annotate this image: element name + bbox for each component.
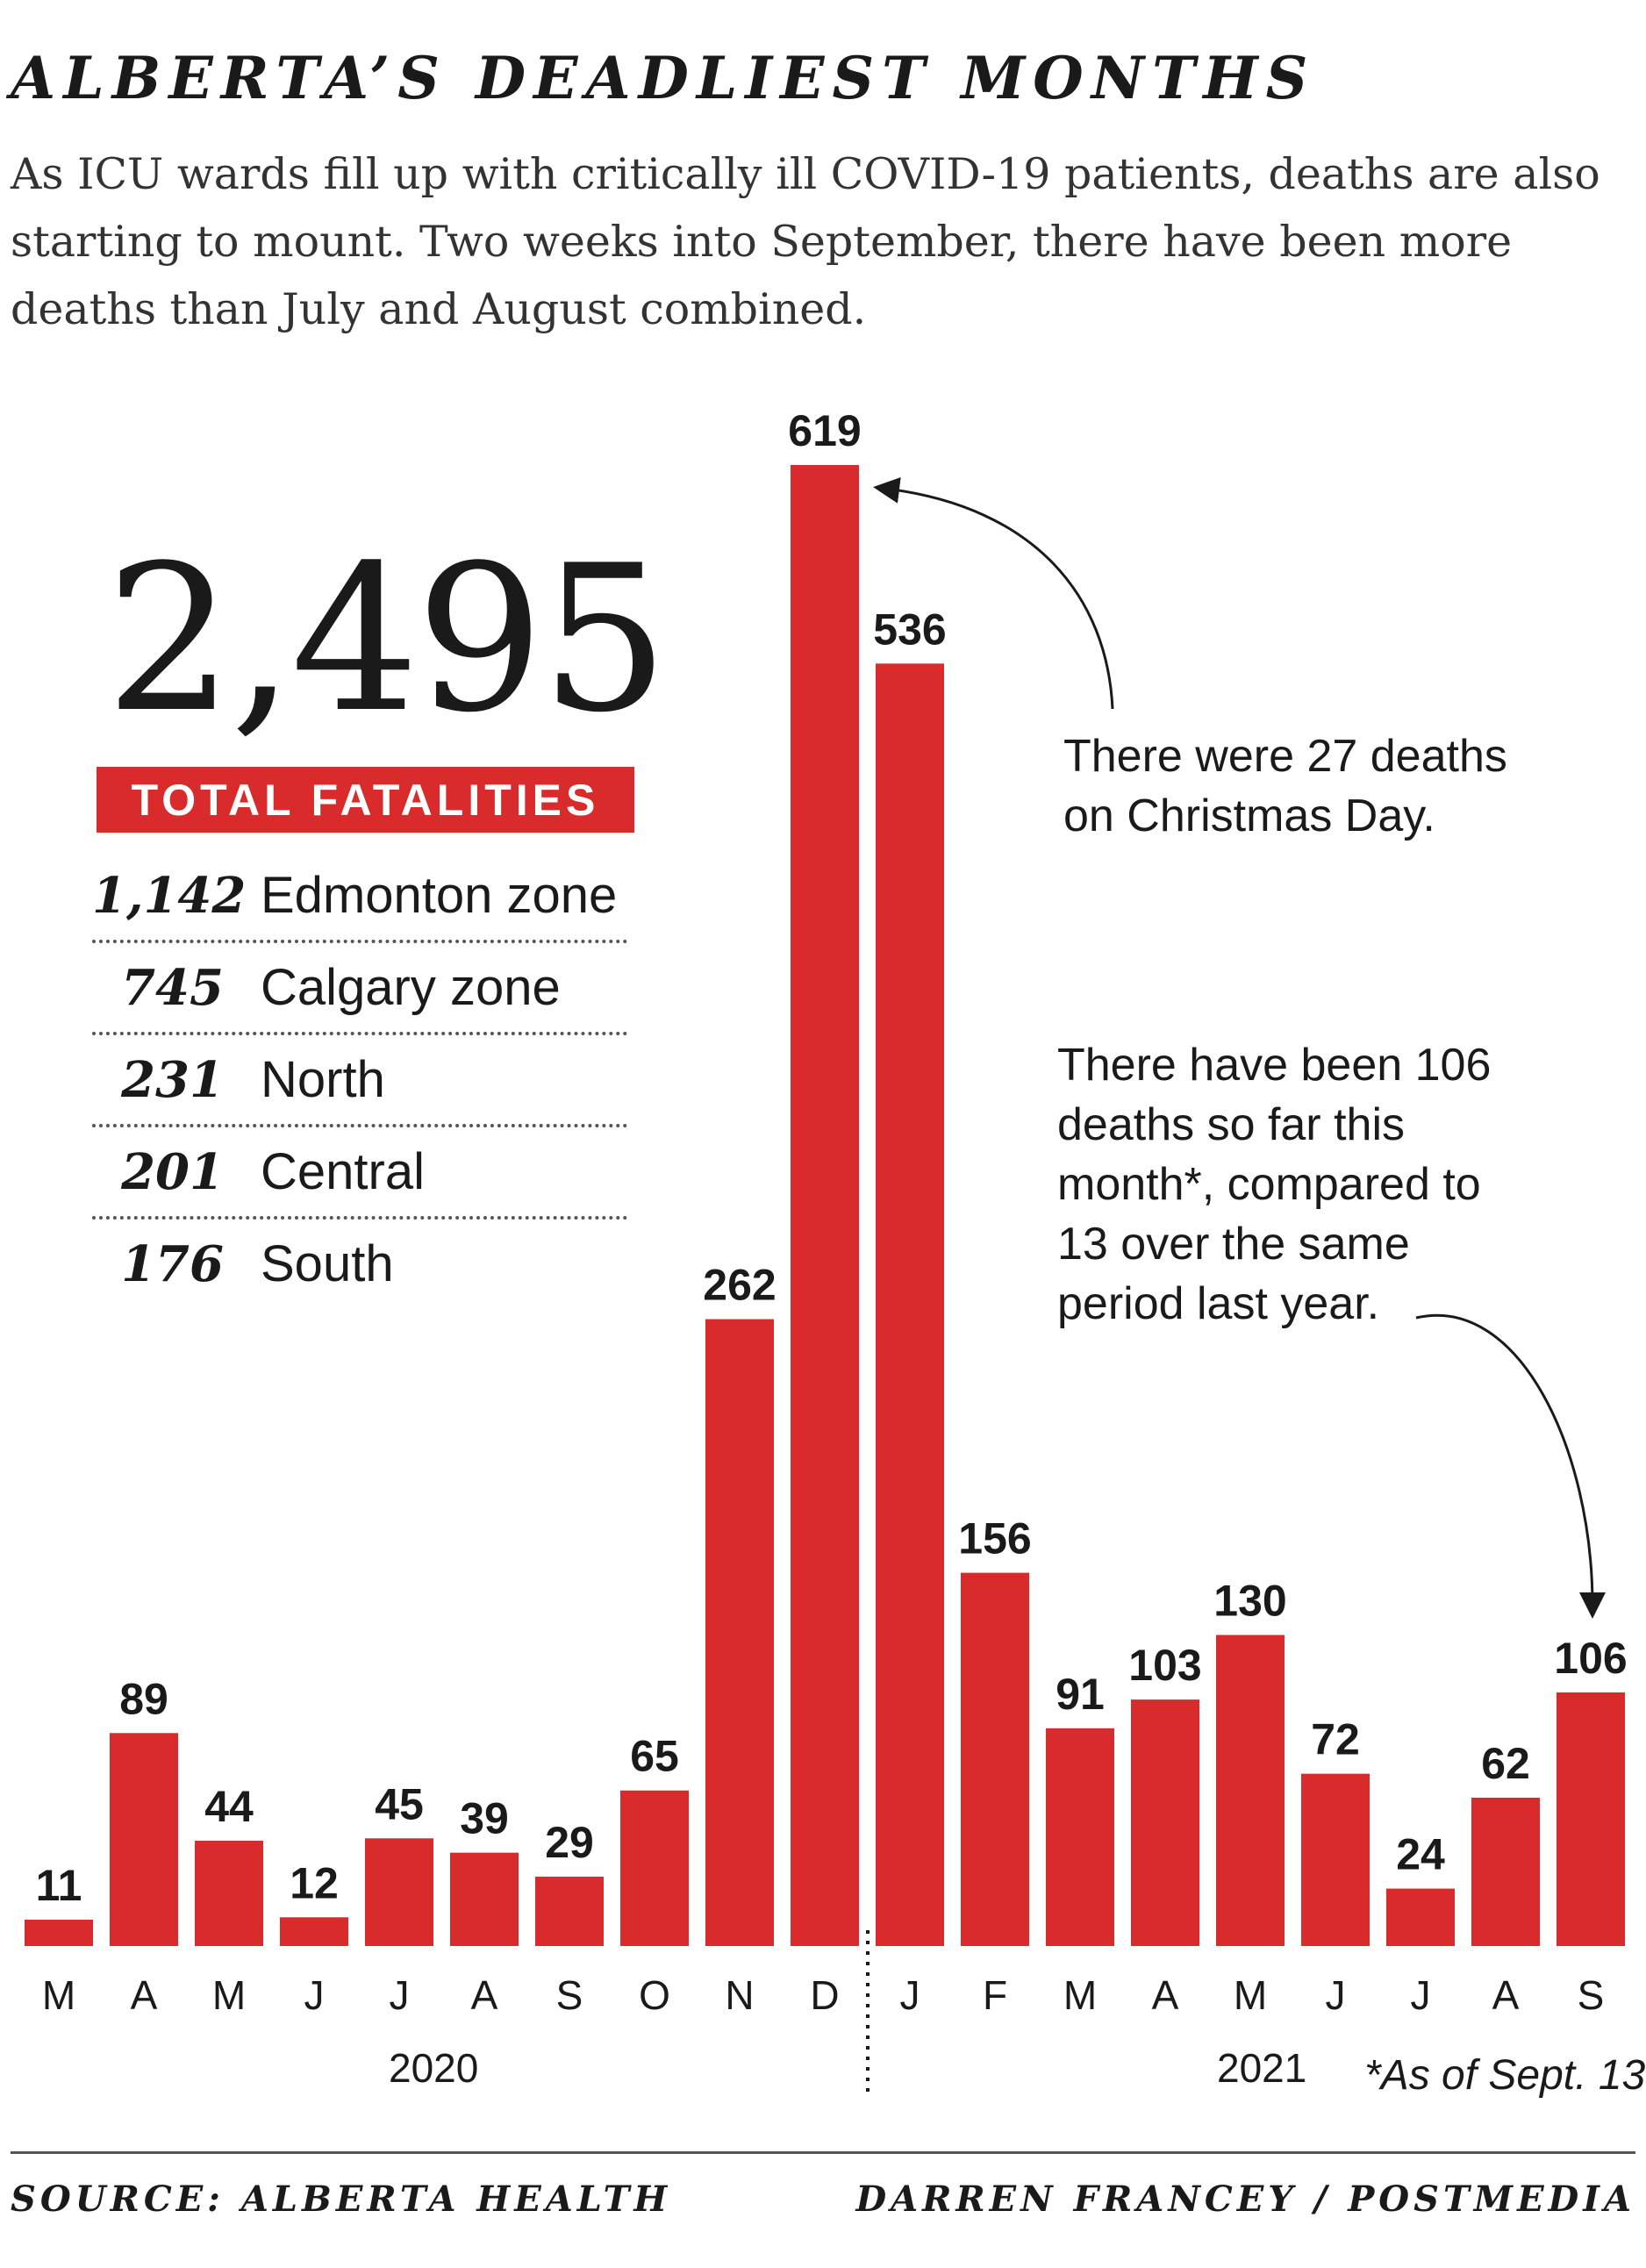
bar bbox=[25, 1920, 93, 1946]
bar bbox=[1386, 1888, 1455, 1946]
zone-row-north: 231 North bbox=[92, 1035, 627, 1127]
bar bbox=[1471, 1797, 1540, 1946]
month-tick-label: J bbox=[304, 1972, 325, 2018]
month-tick-label: M bbox=[1063, 1972, 1097, 2018]
bar-value-label: 62 bbox=[1481, 1739, 1530, 1788]
zone-name: Central bbox=[261, 1143, 425, 1200]
bar bbox=[450, 1852, 519, 1946]
zone-name: South bbox=[261, 1235, 394, 1292]
bar-value-label: 29 bbox=[545, 1818, 594, 1867]
zone-row-central: 201 Central bbox=[92, 1127, 627, 1220]
month-tick-label: A bbox=[131, 1972, 158, 2018]
month-tick-label: J bbox=[390, 1972, 410, 2018]
chart-subtitle: As ICU wards fill up with critically ill… bbox=[11, 149, 1600, 334]
bar-value-label: 45 bbox=[375, 1779, 424, 1828]
bar bbox=[365, 1838, 433, 1946]
bar-value-label: 11 bbox=[36, 1861, 82, 1910]
year-label-2020: 2020 bbox=[389, 2045, 479, 2091]
bar-value-label: 89 bbox=[119, 1674, 168, 1723]
month-tick-label: F bbox=[983, 1972, 1007, 2018]
bar bbox=[961, 1572, 1029, 1946]
bar bbox=[1216, 1635, 1285, 1946]
bar-value-label: 39 bbox=[460, 1794, 509, 1843]
zone-count: 201 bbox=[121, 1142, 224, 1201]
month-tick-label: O bbox=[639, 1972, 670, 2018]
month-tick-label: M bbox=[1234, 1972, 1267, 2018]
bar-value-label: 24 bbox=[1396, 1830, 1445, 1879]
month-tick-label: S bbox=[556, 1972, 583, 2018]
bar bbox=[1131, 1699, 1199, 1946]
zone-name: Edmonton zone bbox=[261, 867, 618, 924]
zone-row-south: 176 South bbox=[92, 1220, 627, 1308]
bar-value-label: 106 bbox=[1554, 1634, 1627, 1683]
september-arrow bbox=[1415, 1313, 1606, 1619]
footnote: *As of Sept. 13 bbox=[1364, 2052, 1646, 2099]
month-tick-label: S bbox=[1578, 1972, 1605, 2018]
footer-divider bbox=[11, 2151, 1635, 2154]
zone-name: North bbox=[261, 1051, 385, 1108]
chart-title: ALBERTA’S DEADLIEST MONTHS bbox=[11, 44, 1316, 112]
zone-count: 176 bbox=[121, 1234, 224, 1293]
month-tick-label: M bbox=[42, 1972, 75, 2018]
bar bbox=[705, 1319, 774, 1946]
bar bbox=[791, 465, 859, 1946]
zone-breakdown-list: 1,142 Edmonton zone 745 Calgary zone 231… bbox=[92, 851, 627, 1308]
month-tick-label: M bbox=[212, 1972, 246, 2018]
september-annotation: There have been 106 deaths so far this m… bbox=[1057, 1040, 1492, 1329]
bar bbox=[876, 663, 944, 1946]
author-credit: DARREN FRANCEY / POSTMEDIA bbox=[855, 2179, 1635, 2220]
zone-row-edmonton: 1,142 Edmonton zone bbox=[92, 851, 627, 943]
zone-count: 231 bbox=[121, 1050, 224, 1109]
zone-name: Calgary zone bbox=[261, 959, 561, 1016]
bar-value-label: 103 bbox=[1128, 1641, 1201, 1690]
bar bbox=[280, 1917, 348, 1946]
month-tick-label: A bbox=[1492, 1972, 1520, 2018]
bar-value-label: 130 bbox=[1213, 1576, 1286, 1625]
christmas-annotation: There were 27 deaths on Christmas Day. bbox=[1063, 731, 1507, 841]
bar-value-label: 619 bbox=[788, 406, 861, 455]
bars-layer bbox=[25, 465, 1625, 1946]
total-fatalities-banner: TOTAL FATALITIES bbox=[97, 767, 634, 833]
zone-row-calgary: 745 Calgary zone bbox=[92, 943, 627, 1035]
total-fatalities-number: 2,495 bbox=[105, 523, 669, 757]
zone-count: 1,142 bbox=[92, 866, 247, 925]
bar bbox=[1301, 1773, 1370, 1946]
month-tick-label: J bbox=[1326, 1972, 1346, 2018]
bar-value-label: 536 bbox=[873, 605, 946, 654]
source-credit: SOURCE: ALBERTA HEALTH bbox=[11, 2179, 672, 2220]
bar bbox=[110, 1733, 178, 1946]
bar-value-label: 72 bbox=[1311, 1715, 1360, 1764]
bar bbox=[195, 1841, 263, 1946]
month-tick-label: N bbox=[725, 1972, 754, 2018]
month-tick-label: J bbox=[1411, 1972, 1431, 2018]
christmas-arrow bbox=[873, 476, 1114, 710]
month-tick-label: A bbox=[471, 1972, 498, 2018]
bar bbox=[535, 1876, 604, 1946]
month-tick-label: J bbox=[900, 1972, 920, 2018]
bar bbox=[620, 1790, 689, 1946]
month-tick-label: D bbox=[810, 1972, 839, 2018]
year-label-2021: 2021 bbox=[1217, 2045, 1307, 2091]
bar-value-label: 65 bbox=[630, 1732, 679, 1781]
bar-value-label: 262 bbox=[703, 1261, 776, 1310]
bar-value-label: 91 bbox=[1056, 1670, 1105, 1719]
bar bbox=[1557, 1692, 1625, 1946]
month-tick-label: A bbox=[1152, 1972, 1179, 2018]
bar-value-label: 156 bbox=[958, 1514, 1031, 1563]
zone-count: 745 bbox=[121, 958, 224, 1017]
bar bbox=[1046, 1728, 1114, 1946]
bar-value-label: 12 bbox=[290, 1858, 339, 1907]
bar-value-label: 44 bbox=[204, 1782, 254, 1831]
